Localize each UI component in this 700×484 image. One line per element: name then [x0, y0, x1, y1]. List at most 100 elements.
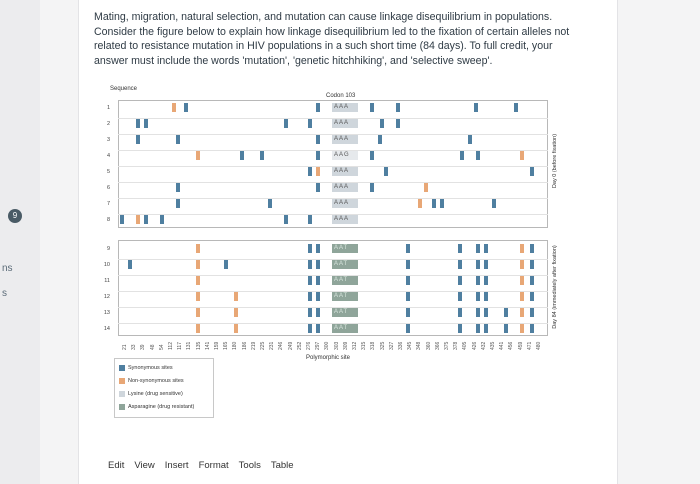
site-mark: [136, 119, 140, 128]
site-mark: [144, 119, 148, 128]
panel-day84: [118, 240, 548, 336]
site-mark: [484, 276, 488, 285]
site-mark: [240, 151, 244, 160]
codon-cell: [332, 151, 358, 160]
codon-cell: [332, 276, 358, 285]
left-sidebar-strip: [0, 0, 40, 484]
site-mark: [432, 199, 436, 208]
site-mark: [308, 276, 312, 285]
site-mark: [458, 276, 462, 285]
tick-label: 39: [140, 344, 147, 350]
site-mark: [308, 244, 312, 253]
legend-item: Non-synonymous sites: [119, 378, 184, 384]
menu-tools[interactable]: Tools: [238, 460, 261, 471]
site-mark: [260, 151, 264, 160]
row-number: 4: [106, 153, 110, 159]
cut-off-text: ns: [2, 263, 13, 274]
tick-label: 348: [416, 341, 423, 350]
codon-value: AAA: [334, 184, 350, 190]
row-divider: [118, 134, 548, 135]
tick-label: 345: [407, 341, 414, 350]
row-number: 13: [103, 310, 110, 316]
site-mark: [308, 308, 312, 317]
site-mark: [308, 260, 312, 269]
legend-label: Non-synonymous sites: [128, 378, 184, 384]
legend-label: Lysine (drug sensitive): [128, 391, 183, 397]
tick-label: 131: [186, 341, 193, 350]
codon-cell: [332, 244, 358, 253]
tick-label: 426: [471, 341, 478, 350]
site-mark: [474, 103, 478, 112]
tick-label: 315: [361, 341, 368, 350]
site-mark: [144, 215, 148, 224]
row-divider: [118, 198, 548, 199]
codon-value: AAT: [334, 309, 349, 315]
site-mark: [268, 199, 272, 208]
menu-edit[interactable]: Edit: [108, 460, 125, 471]
panel-top-label: Day 0 (before fixation): [552, 133, 558, 189]
site-mark: [308, 324, 312, 333]
menu-table[interactable]: Table: [270, 460, 294, 471]
row-divider: [118, 323, 548, 324]
menu-format[interactable]: Format: [198, 460, 229, 471]
tick-label: 252: [296, 341, 303, 350]
site-mark: [458, 292, 462, 301]
legend-item: Synonymous sites: [119, 365, 173, 371]
tick-label: 435: [490, 341, 496, 350]
site-mark: [136, 215, 140, 224]
tick-label: 165: [223, 341, 230, 350]
row-number: 9: [106, 246, 110, 252]
panel-bottom-label: Day 84 (immediately after fixation): [552, 245, 558, 329]
tick-label: 297: [315, 341, 322, 350]
row-divider: [118, 182, 548, 183]
site-mark: [308, 292, 312, 301]
menu-view[interactable]: View: [134, 460, 155, 471]
site-mark: [184, 103, 188, 112]
codon-cell: [332, 119, 358, 128]
site-mark: [176, 183, 180, 192]
tick-label: 48: [149, 344, 156, 350]
site-mark: [504, 308, 508, 317]
site-mark: [440, 199, 444, 208]
site-mark: [316, 276, 320, 285]
row-divider: [118, 214, 548, 215]
site-mark: [476, 308, 480, 317]
site-mark: [396, 119, 400, 128]
site-mark: [176, 199, 180, 208]
legend-swatch: [119, 391, 125, 397]
site-mark: [316, 151, 320, 160]
codon-value: AAT: [334, 277, 349, 283]
site-mark: [530, 276, 534, 285]
codon-cell: [332, 292, 358, 301]
tick-label: 276: [306, 341, 312, 350]
row-number: 12: [103, 294, 110, 300]
site-mark: [406, 324, 410, 333]
row-divider: [118, 291, 548, 292]
site-mark: [476, 276, 480, 285]
legend-item: Asparagine (drug resistant): [119, 404, 194, 410]
site-mark: [370, 103, 374, 112]
tick-label: 432: [480, 341, 487, 350]
site-mark: [196, 260, 200, 269]
row-divider: [118, 259, 548, 260]
site-mark: [308, 167, 312, 176]
menu-insert[interactable]: Insert: [164, 460, 189, 471]
legend-swatch: [119, 404, 125, 410]
codon-label: Codon 103: [326, 93, 356, 99]
tick-label: 312: [352, 341, 358, 350]
row-number: 5: [106, 169, 110, 175]
question-number-badge[interactable]: 9: [8, 209, 22, 223]
site-mark: [530, 324, 534, 333]
site-mark: [476, 260, 480, 269]
legend-swatch: [119, 378, 125, 384]
tick-label: 471: [526, 341, 533, 350]
tick-label: 456: [508, 341, 515, 350]
site-mark: [384, 167, 388, 176]
site-mark: [234, 324, 238, 333]
site-mark: [284, 215, 288, 224]
site-mark: [160, 215, 164, 224]
site-mark: [316, 244, 320, 253]
tick-label: 327: [388, 341, 395, 350]
site-mark: [284, 119, 288, 128]
tick-label: 459: [517, 341, 524, 350]
